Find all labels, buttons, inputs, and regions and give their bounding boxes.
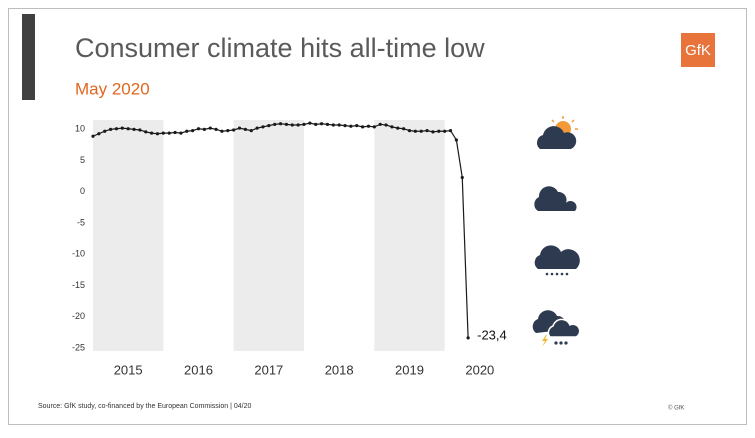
y-tick-label: 10	[75, 124, 85, 134]
marker	[419, 129, 423, 133]
marker	[185, 129, 189, 133]
y-tick-label: -5	[77, 217, 85, 227]
value-label: -23,4	[477, 327, 507, 342]
title: Consumer climate hits all-time low	[75, 33, 485, 63]
marker	[261, 125, 265, 129]
year-band	[93, 120, 164, 351]
marker	[97, 132, 101, 136]
marker	[448, 129, 453, 133]
marker	[407, 129, 412, 133]
marker	[103, 129, 107, 133]
marker	[402, 127, 406, 131]
marker	[396, 126, 400, 130]
marker	[226, 129, 230, 133]
marker	[337, 123, 341, 127]
marker	[267, 124, 271, 128]
marker	[425, 129, 429, 133]
marker	[372, 125, 376, 129]
icon-cloud	[534, 186, 577, 211]
marker	[349, 124, 353, 128]
marker	[126, 127, 130, 131]
marker	[296, 123, 300, 127]
y-tick-label: -20	[72, 311, 85, 321]
marker	[366, 124, 371, 128]
marker	[150, 131, 154, 135]
marker	[173, 130, 177, 135]
marker	[243, 127, 247, 131]
icon-snow-cloud	[534, 245, 580, 276]
y-tick-label: -25	[72, 342, 85, 352]
marker	[431, 130, 435, 134]
marker	[273, 122, 277, 126]
marker	[202, 127, 206, 131]
marker	[220, 129, 224, 133]
marker	[255, 126, 259, 130]
marker	[284, 122, 289, 126]
marker	[290, 123, 294, 127]
icon-sun-cloud	[536, 116, 578, 149]
marker	[208, 126, 212, 130]
marker	[138, 128, 142, 132]
y-tick-label: -15	[72, 280, 85, 290]
x-tick-label: 2019	[395, 362, 424, 377]
marker	[343, 124, 347, 128]
x-tick-label: 2020	[465, 362, 494, 377]
marker	[144, 130, 148, 134]
marker	[437, 129, 441, 133]
icon-storm-cloud	[532, 310, 581, 347]
year-band	[374, 120, 445, 351]
subtitle: May 2020	[75, 79, 150, 98]
marker	[108, 127, 113, 131]
plot: 2015 2016 2017 2018 2019 2020 10 5 0 -5 -10 -15 -20 -…	[72, 120, 507, 377]
marker	[237, 126, 242, 130]
marker	[191, 129, 195, 133]
marker	[167, 131, 171, 135]
marker	[460, 175, 464, 180]
marker	[466, 336, 470, 340]
marker	[232, 128, 236, 132]
y-tick-label: 0	[80, 186, 85, 196]
marker	[413, 129, 417, 133]
marker	[114, 127, 119, 131]
marker	[179, 131, 183, 135]
marker	[120, 126, 124, 130]
x-tick-label: 2018	[325, 362, 354, 377]
weather-icons	[532, 116, 581, 347]
marker	[278, 122, 283, 126]
marker	[355, 124, 359, 128]
marker	[331, 123, 335, 127]
marker	[196, 127, 201, 131]
marker	[132, 127, 136, 131]
marker	[361, 125, 365, 129]
logo-box	[681, 33, 715, 67]
marker	[384, 123, 388, 127]
accent-bar	[22, 14, 35, 100]
year-band	[233, 120, 304, 351]
marker	[319, 122, 324, 126]
marker	[161, 131, 165, 135]
y-tick-label: -10	[72, 249, 85, 259]
marker	[325, 122, 330, 126]
y-tick-label: 5	[80, 155, 85, 165]
marker	[314, 122, 318, 126]
marker	[454, 138, 458, 142]
x-tick-label: 2017	[254, 362, 283, 377]
marker	[302, 122, 306, 126]
marker	[155, 132, 160, 136]
logo: GfK	[685, 42, 711, 59]
marker	[378, 122, 382, 126]
marker	[91, 134, 95, 138]
marker	[249, 129, 253, 133]
marker	[214, 127, 218, 131]
marker	[390, 125, 394, 129]
x-tick-label: 2015	[114, 362, 143, 377]
marker	[308, 121, 312, 125]
marker	[443, 129, 447, 133]
x-tick-label: 2016	[184, 362, 213, 377]
source: Source: GfK study, co-financed by the Eu…	[38, 403, 251, 410]
copyright: © GfK	[668, 405, 684, 412]
